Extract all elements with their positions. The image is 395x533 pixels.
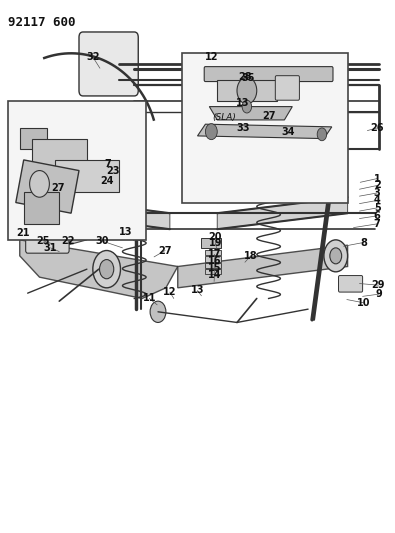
Text: 24: 24: [100, 176, 113, 186]
Circle shape: [205, 124, 217, 140]
Text: 29: 29: [372, 280, 385, 290]
Polygon shape: [24, 213, 87, 251]
Polygon shape: [55, 160, 118, 192]
Text: 23: 23: [106, 166, 119, 175]
Circle shape: [242, 100, 252, 113]
Polygon shape: [87, 203, 170, 229]
Circle shape: [237, 77, 257, 104]
Bar: [182, 53, 348, 203]
Bar: [205, 250, 221, 255]
Text: 1: 1: [374, 174, 381, 183]
Text: 12: 12: [163, 287, 177, 297]
Text: 16: 16: [208, 256, 221, 266]
Bar: [201, 238, 221, 248]
Text: 27: 27: [52, 183, 65, 192]
Text: 20: 20: [209, 232, 222, 242]
FancyBboxPatch shape: [275, 76, 299, 100]
Text: 3: 3: [374, 188, 381, 198]
Bar: [205, 256, 221, 262]
Text: 27: 27: [158, 246, 172, 255]
Circle shape: [330, 248, 342, 264]
Polygon shape: [217, 197, 348, 229]
FancyBboxPatch shape: [26, 211, 69, 253]
Text: 4: 4: [374, 196, 381, 205]
Text: 25: 25: [37, 236, 50, 246]
Text: 30: 30: [95, 236, 109, 246]
Text: (SLA): (SLA): [212, 113, 236, 122]
Text: 27: 27: [262, 111, 275, 121]
Circle shape: [150, 301, 166, 322]
Circle shape: [93, 251, 120, 288]
Bar: [205, 263, 221, 268]
Text: 7: 7: [374, 219, 381, 229]
Text: 34: 34: [282, 127, 295, 137]
Text: 12: 12: [205, 52, 218, 62]
Text: 17: 17: [208, 249, 221, 259]
Polygon shape: [178, 245, 348, 288]
Polygon shape: [217, 80, 276, 101]
Text: 22: 22: [61, 236, 75, 246]
Text: 13: 13: [119, 227, 132, 237]
Text: 5: 5: [374, 203, 381, 213]
Text: 8: 8: [360, 238, 367, 247]
Text: 19: 19: [209, 238, 222, 247]
Text: 33: 33: [236, 123, 250, 133]
Text: 2: 2: [374, 181, 381, 190]
Text: 31: 31: [44, 243, 57, 253]
Polygon shape: [16, 160, 79, 213]
Text: 32: 32: [86, 52, 100, 62]
Polygon shape: [20, 240, 178, 298]
Polygon shape: [32, 139, 87, 171]
Text: 9: 9: [375, 289, 382, 299]
Text: 11: 11: [143, 294, 156, 303]
Bar: [205, 269, 221, 274]
FancyBboxPatch shape: [79, 32, 138, 96]
Text: 35: 35: [241, 74, 254, 83]
Polygon shape: [24, 192, 59, 224]
Polygon shape: [209, 107, 292, 120]
Text: 21: 21: [16, 229, 30, 238]
Text: 15: 15: [208, 263, 221, 273]
Text: 14: 14: [208, 270, 221, 280]
Text: 92117 600: 92117 600: [8, 16, 75, 29]
Text: 28: 28: [238, 72, 252, 82]
Text: 10: 10: [357, 298, 370, 308]
Bar: [8, 101, 146, 240]
FancyBboxPatch shape: [339, 276, 363, 292]
Circle shape: [317, 128, 327, 141]
Circle shape: [30, 171, 49, 197]
Text: 13: 13: [191, 286, 204, 295]
Polygon shape: [198, 124, 332, 139]
Text: 26: 26: [371, 123, 384, 133]
Polygon shape: [20, 128, 47, 149]
FancyBboxPatch shape: [204, 67, 333, 82]
Circle shape: [100, 260, 114, 279]
Text: 18: 18: [244, 251, 258, 261]
Text: 13: 13: [236, 98, 250, 108]
Text: 6: 6: [374, 211, 381, 221]
Text: 7: 7: [104, 159, 111, 168]
Circle shape: [324, 240, 348, 272]
